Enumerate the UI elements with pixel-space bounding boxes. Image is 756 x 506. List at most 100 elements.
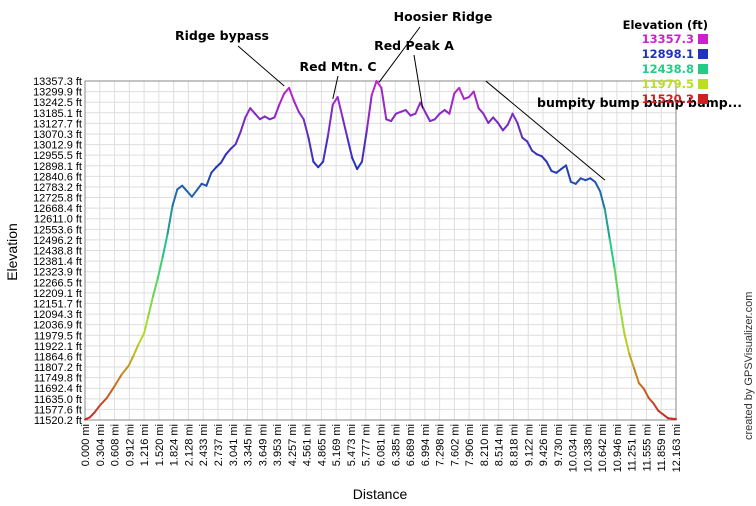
elevation-segment <box>283 86 291 95</box>
elevation-segment <box>229 143 237 150</box>
x-tick-label: 6.081 mi <box>376 424 388 466</box>
elevation-segment <box>351 157 359 171</box>
x-axis-ticks: 0.000 mi 0.304 mi 0.608 mi 0.912 mi 1.216 mi… <box>80 424 683 472</box>
elevation-segment <box>152 276 159 298</box>
elevation-segment <box>360 129 368 163</box>
x-axis-label: Distance <box>353 486 408 502</box>
y-tick-label: 11864.6 ft <box>34 351 82 363</box>
elevation-segment <box>317 160 325 169</box>
elevation-segment <box>375 80 383 89</box>
credit-text: created by GPSVisualizer.com <box>743 292 755 440</box>
elevation-segment <box>370 80 378 97</box>
elevation-segment <box>652 402 660 412</box>
elevation-segment <box>346 136 354 160</box>
x-tick-label: 7.298 mi <box>435 424 447 466</box>
annotation-label: bumpity bump bump bump... <box>537 95 742 110</box>
elevation-segment <box>472 90 480 110</box>
elevation-segment <box>657 409 665 416</box>
legend-swatch <box>698 34 708 44</box>
elevation-segment <box>127 354 135 367</box>
x-tick-label: 0.304 mi <box>95 424 107 466</box>
elevation-segment <box>341 116 349 139</box>
elevation-segment <box>331 96 339 106</box>
elevation-segment <box>156 255 164 279</box>
y-tick-label: 11807.2 ft <box>34 362 82 374</box>
elevation-segment <box>380 86 388 121</box>
elevation-segment <box>288 86 295 102</box>
grid-lines <box>84 80 677 421</box>
x-tick-label: 12.163 mi <box>671 424 683 472</box>
elevation-segment <box>176 184 184 191</box>
elevation-segment <box>312 160 320 169</box>
x-tick-label: 8.514 mi <box>494 424 506 466</box>
legend-value: 11520.2 <box>642 92 694 106</box>
elevation-segment <box>390 112 397 123</box>
elevation-segment <box>521 136 529 143</box>
x-tick-label: 0.608 mi <box>110 424 122 466</box>
elevation-segment <box>143 315 150 335</box>
elevation-segment <box>220 153 227 164</box>
x-tick-label: 11.555 mi <box>641 424 653 472</box>
x-tick-label: 0.912 mi <box>124 424 136 466</box>
annotation-label: Ridge bypass <box>175 28 269 43</box>
elevation-segment <box>181 184 189 193</box>
elevation-segment <box>628 352 636 370</box>
elevation-segment <box>210 166 218 174</box>
elevation-segment <box>414 101 422 115</box>
y-tick-label: 12783.2 ft <box>33 182 82 194</box>
legend-title: Elevation (ft) <box>623 18 708 32</box>
elevation-segment <box>594 180 602 193</box>
annotation-leader <box>378 26 421 83</box>
elevation-segment <box>322 134 329 163</box>
x-tick-label: 6.689 mi <box>405 424 417 466</box>
annotations: Ridge bypass Red Mtn. C Hoosier Ridge Red P… <box>175 9 742 181</box>
y-tick-label: 12725.8 ft <box>33 193 82 205</box>
x-tick-label: 4.257 mi <box>287 424 299 466</box>
y-tick-label: 12036.9 ft <box>33 320 82 332</box>
y-tick-label: 12323.9 ft <box>33 267 82 279</box>
x-tick-label: 1.824 mi <box>169 424 181 466</box>
annotation-leader <box>413 54 424 109</box>
elevation-segment <box>448 92 456 115</box>
legend-value: 11979.5 <box>642 77 694 91</box>
elevation-segment <box>565 164 572 183</box>
annotation-leader <box>485 80 606 181</box>
elevation-segment <box>249 107 257 115</box>
x-tick-label: 10.034 mi <box>568 424 580 472</box>
elevation-segment <box>618 302 626 335</box>
legend-value: 13357.3 <box>642 32 694 46</box>
y-tick-label: 12209.1 ft <box>33 288 82 300</box>
x-tick-label: 1.216 mi <box>139 424 151 466</box>
legend-swatch <box>698 64 708 74</box>
elevation-segment <box>273 103 281 119</box>
elevation-segment <box>404 109 412 117</box>
elevation-segment <box>599 190 606 211</box>
elevation-segment <box>195 182 203 192</box>
legend: Elevation (ft) 13357.312898.112438.81197… <box>623 18 708 106</box>
elevation-segment <box>482 112 490 124</box>
elevation-segment <box>555 168 563 174</box>
elevation-segment <box>662 413 670 420</box>
elevation-segment <box>433 112 441 121</box>
y-tick-label: 12151.7 ft <box>33 298 82 310</box>
y-tick-label: 13242.5 ft <box>33 97 82 109</box>
x-tick-label: 11.859 mi <box>656 424 668 472</box>
elevation-segment <box>540 155 548 163</box>
elevation-segment <box>589 177 597 183</box>
elevation-segment <box>215 161 223 169</box>
elevation-segment <box>239 116 247 134</box>
y-tick-label: 12094.3 ft <box>33 309 82 321</box>
elevation-segment <box>98 396 108 407</box>
elevation-segment <box>477 107 485 115</box>
elevation-line <box>84 80 677 421</box>
elevation-segment <box>424 110 431 123</box>
elevation-segment <box>613 267 621 305</box>
elevation-segment <box>545 160 553 172</box>
x-tick-label: 10.946 mi <box>612 424 624 472</box>
elevation-segment <box>244 107 252 119</box>
x-tick-label: 10.338 mi <box>582 424 594 472</box>
x-tick-label: 9.426 mi <box>538 424 550 466</box>
annotation-label: Red Mtn. C <box>300 59 377 74</box>
annotation-leader <box>237 45 285 87</box>
